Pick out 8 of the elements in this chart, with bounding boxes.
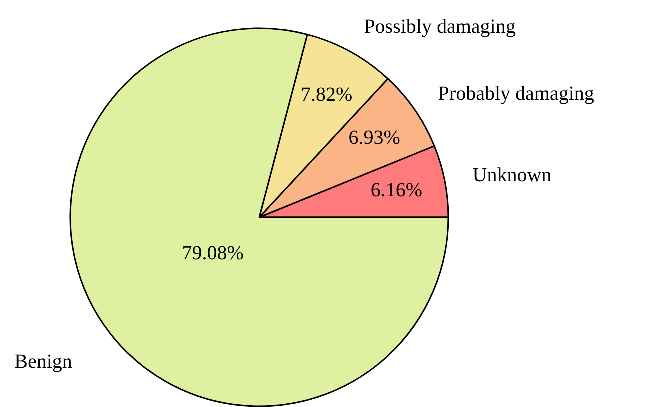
slice-label: Benign (14, 350, 72, 373)
slice-label: Unknown (472, 164, 552, 187)
slice-label: Possibly damaging (364, 16, 516, 38)
data-label: 7.82% (301, 84, 353, 106)
data-label: 6.16% (370, 180, 423, 202)
data-label: 79.08% (182, 242, 244, 264)
slice-label: Probably damaging (438, 82, 594, 105)
data-label: 6.93% (348, 126, 400, 149)
